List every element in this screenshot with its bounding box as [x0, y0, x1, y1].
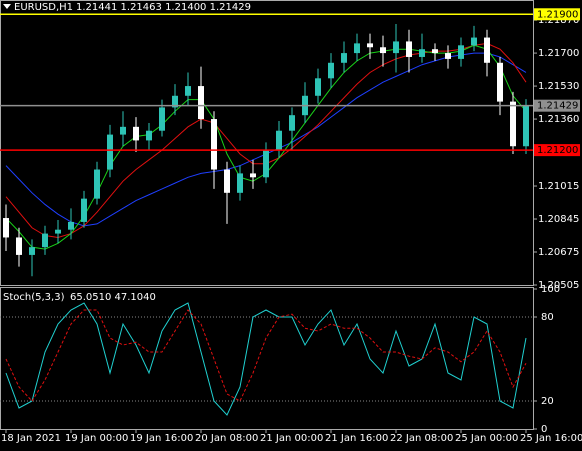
- price-level-tag: [534, 8, 580, 21]
- y-tick-label: 80: [541, 312, 554, 323]
- x-tick-label: 21 Jan 00:00: [260, 433, 323, 444]
- candle-body: [497, 62, 503, 102]
- price-pane: [0, 0, 534, 286]
- candle-body: [159, 107, 165, 131]
- candle-body: [250, 173, 256, 178]
- candle-body: [276, 130, 282, 151]
- candle-body: [198, 86, 204, 120]
- x-tick-label: 21 Jan 16:00: [325, 433, 388, 444]
- x-tick-label: 25 Jan 00:00: [455, 433, 518, 444]
- price-level-label: 1.21900: [537, 9, 578, 20]
- candle-body: [354, 43, 360, 54]
- price-level-label: 1.21429: [537, 101, 578, 112]
- candle-body: [94, 169, 100, 199]
- stoch-pane: [0, 287, 534, 430]
- candle-body: [419, 49, 425, 57]
- candle-body: [315, 78, 321, 96]
- candle-body: [380, 47, 386, 54]
- x-tick-label: 22 Jan 08:00: [390, 433, 453, 444]
- y-tick-label: 1.20505: [538, 280, 579, 291]
- candle-body: [367, 43, 373, 48]
- stoch-line: [5, 302, 527, 416]
- y-tick-label: 0: [541, 424, 547, 435]
- x-tick-label: 25 Jan 16:00: [520, 433, 582, 444]
- y-tick-label: 1.21870: [538, 15, 579, 26]
- candle-body: [393, 41, 399, 54]
- price-level-tag: [534, 144, 580, 157]
- symbol: EURUSD,H1: [14, 2, 73, 13]
- stoch-title: Stoch(5,3,3): [3, 292, 65, 303]
- candle-body: [42, 233, 48, 248]
- candle-body: [172, 95, 178, 108]
- candle-body: [120, 126, 126, 135]
- candle-body: [55, 229, 61, 234]
- candle-body: [224, 169, 230, 193]
- candle-body: [81, 198, 87, 222]
- stoch-readout: 65.0510 47.1040: [70, 292, 156, 303]
- y-tick-label: 100: [541, 284, 560, 295]
- candle-body: [107, 134, 113, 170]
- candle-body: [458, 45, 464, 59]
- candle-body: [133, 126, 139, 141]
- x-tick-label: 19 Jan 16:00: [130, 433, 193, 444]
- x-tick-label: 20 Jan 08:00: [195, 433, 258, 444]
- candle-body: [445, 53, 451, 59]
- y-tick-label: 1.21700: [538, 48, 579, 59]
- candle-body: [471, 37, 477, 46]
- candle-body: [406, 41, 412, 57]
- candle-body: [16, 237, 22, 255]
- candle-body: [510, 101, 516, 147]
- candle-body: [185, 86, 191, 96]
- candle-body: [523, 105, 529, 147]
- y-tick-label: 20: [541, 396, 554, 407]
- y-tick-label: 1.21530: [538, 81, 579, 92]
- candle-body: [68, 221, 74, 230]
- y-tick-label: 1.21015: [538, 181, 579, 192]
- quote: 1.21441 1.21463 1.21400 1.21429: [76, 2, 251, 13]
- price-level-tag: [534, 99, 580, 112]
- price-level-label: 1.21200: [537, 145, 578, 156]
- candle-body: [263, 150, 269, 178]
- candle-body: [484, 37, 490, 63]
- candle-body: [328, 62, 334, 79]
- y-tick-label: 1.21360: [538, 114, 579, 125]
- candle-body: [289, 115, 295, 131]
- y-tick-label: 1.20675: [538, 247, 579, 258]
- candle-body: [29, 247, 35, 255]
- x-tick-label: 18 Jan 2021: [1, 433, 61, 444]
- y-tick-label: 1.20845: [538, 214, 579, 225]
- candle-body: [341, 53, 347, 63]
- stoch-line: [5, 309, 527, 402]
- menu-triangle[interactable]: [3, 4, 11, 9]
- candle-body: [146, 130, 152, 141]
- x-tick-label: 19 Jan 00:00: [65, 433, 128, 444]
- candle-body: [237, 173, 243, 193]
- candle-body: [432, 49, 438, 54]
- candle-body: [3, 218, 9, 238]
- candle-body: [211, 119, 217, 170]
